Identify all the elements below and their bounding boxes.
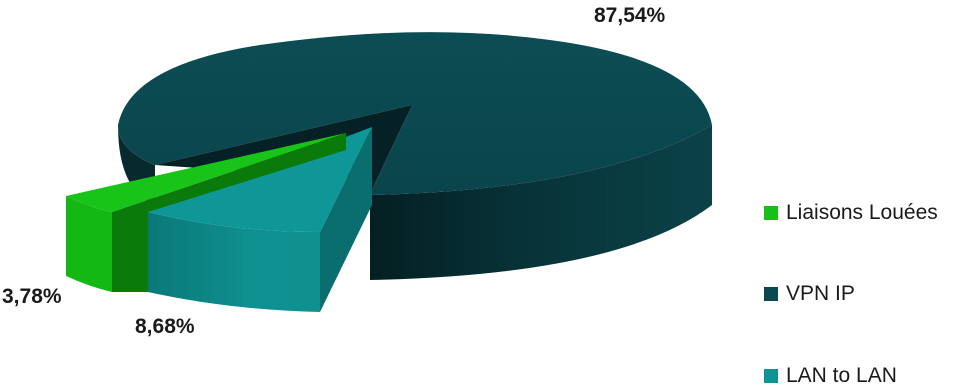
legend-swatch-vpn-ip — [764, 287, 778, 301]
legend-item-lan-to-lan: LAN to LAN — [764, 363, 897, 389]
label-lan-to-lan: 8,68% — [135, 315, 195, 338]
legend-label-liaisons-louees: Liaisons Louées — [786, 201, 938, 224]
slice-vpn-ip — [118, 32, 712, 280]
slice-liaisons-louees-side — [66, 196, 112, 292]
legend-item-liaisons-louees: Liaisons Louées — [764, 200, 938, 226]
legend-label-lan-to-lan: LAN to LAN — [786, 364, 897, 387]
slice-lan-to-lan-inner-wall — [320, 127, 372, 312]
legend-swatch-lan-to-lan — [764, 369, 778, 383]
slice-vpn-ip-wall — [370, 125, 712, 280]
slice-liaisons-louees-wall — [112, 133, 346, 292]
slice-vpn-ip-top — [118, 32, 712, 195]
slice-lan-to-lan-side — [148, 212, 320, 312]
label-liaisons-louees: 3,78% — [2, 285, 62, 308]
label-vpn-ip: 87,54% — [594, 4, 666, 27]
legend-label-vpn-ip: VPN IP — [786, 282, 855, 305]
slice-liaisons-louees-top — [66, 133, 346, 212]
slice-liaisons-louees — [66, 133, 346, 292]
legend-swatch-liaisons-louees — [764, 206, 778, 220]
legend-item-vpn-ip: VPN IP — [764, 281, 855, 307]
